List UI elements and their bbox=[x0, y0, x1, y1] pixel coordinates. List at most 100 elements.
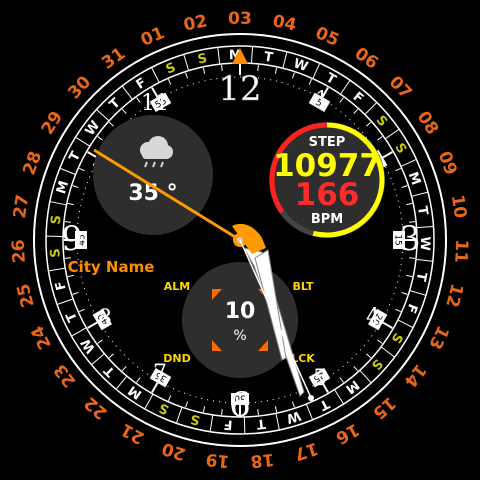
date-number: 09 bbox=[434, 149, 461, 178]
minute-tick bbox=[406, 274, 413, 278]
minute-tick bbox=[406, 202, 413, 206]
hour-numeral-6: 6 bbox=[229, 385, 251, 425]
date-number: 04 bbox=[271, 11, 298, 35]
minute-tick bbox=[395, 308, 401, 313]
weekday-divider bbox=[175, 407, 183, 424]
date-number: 25 bbox=[13, 281, 38, 309]
date-number: 05 bbox=[312, 23, 342, 51]
minute-tick bbox=[409, 257, 416, 259]
minute-tick bbox=[366, 353, 372, 359]
date-number: 21 bbox=[118, 419, 148, 448]
minute-marker-label: 35 bbox=[154, 369, 169, 383]
weekday-letter: M bbox=[54, 179, 72, 196]
minute-tick bbox=[401, 185, 408, 188]
minute-tick bbox=[79, 308, 85, 313]
date-number: 02 bbox=[182, 11, 209, 35]
minute-marker-label: 15 bbox=[393, 234, 403, 245]
hour-numeral-9: 9 bbox=[61, 219, 83, 259]
weekday-divider bbox=[340, 79, 351, 95]
minute-tick bbox=[401, 292, 408, 295]
minute-marker-label: 25 bbox=[311, 369, 326, 383]
step-label: STEP bbox=[309, 135, 346, 150]
date-number: 27 bbox=[10, 193, 33, 219]
date-number: 01 bbox=[138, 23, 168, 51]
minute-tick bbox=[72, 292, 79, 295]
weekday-divider bbox=[115, 375, 128, 390]
alm-label[interactable]: ALM bbox=[164, 280, 190, 293]
weekday-divider bbox=[312, 62, 321, 79]
minute-marker-label: 30 bbox=[234, 393, 246, 403]
second-hand bbox=[239, 239, 313, 401]
minute-tick bbox=[72, 185, 79, 188]
hour-numeral-4: 4 bbox=[366, 305, 380, 330]
minute-marker-label: 45 bbox=[78, 234, 88, 245]
weekday-divider bbox=[59, 167, 76, 175]
weekday-divider bbox=[282, 51, 288, 69]
weekday-divider bbox=[364, 102, 378, 115]
alarm-arrow-icon bbox=[212, 289, 222, 300]
dnd-arrow-icon bbox=[212, 340, 222, 351]
date-number: 18 bbox=[250, 449, 276, 471]
minute-marker-box bbox=[149, 92, 172, 112]
minute-tick bbox=[185, 72, 188, 79]
minute-tick bbox=[308, 79, 313, 85]
minute-tick bbox=[67, 274, 74, 278]
minute-tick bbox=[108, 353, 114, 359]
hour-numeral-12: 12 bbox=[218, 69, 261, 109]
battery-value: 10 bbox=[225, 299, 256, 324]
hour-numeral-8: 8 bbox=[98, 306, 112, 331]
minute-tick bbox=[257, 409, 259, 416]
date-number: 19 bbox=[205, 449, 231, 471]
hour-numeral-5: 5 bbox=[313, 366, 327, 391]
minute-tick bbox=[221, 64, 223, 71]
weekday-letter: T bbox=[101, 362, 118, 379]
weekday-divider bbox=[275, 413, 280, 431]
second-hand-tip bbox=[308, 395, 314, 401]
weekday-letter: M bbox=[405, 170, 423, 187]
weekday-divider bbox=[144, 393, 154, 410]
health-subdial-bg bbox=[269, 122, 385, 238]
minute-tick bbox=[87, 151, 98, 159]
city-name: City Name bbox=[68, 258, 155, 276]
weekday-divider bbox=[96, 109, 110, 122]
minute-tick bbox=[167, 395, 172, 401]
hour-numeral-11: 11 bbox=[141, 91, 169, 116]
minute-tick bbox=[121, 366, 127, 372]
minute-tick bbox=[353, 366, 359, 372]
weekday-letter: S bbox=[49, 214, 65, 225]
lck-label[interactable]: LCK bbox=[291, 352, 315, 365]
weekday-letter: T bbox=[256, 415, 267, 431]
weekday-letter: W bbox=[284, 407, 302, 426]
step-progress-arc bbox=[312, 122, 385, 238]
twelve-triangle-marker bbox=[232, 48, 248, 64]
minute-tick bbox=[79, 167, 85, 172]
weather-complication[interactable]: 35 ° bbox=[93, 115, 213, 235]
minute-tick bbox=[151, 87, 159, 98]
weekday-letter: S bbox=[368, 356, 385, 373]
bpm-value: 166 bbox=[295, 177, 360, 213]
minute-tick bbox=[97, 339, 103, 344]
blt-label[interactable]: BLT bbox=[292, 280, 314, 293]
weekday-letter: S bbox=[189, 411, 202, 428]
weekday-divider bbox=[91, 353, 105, 366]
minute-tick bbox=[185, 401, 188, 408]
minute-marker-box bbox=[368, 308, 388, 331]
weekday-divider bbox=[183, 54, 190, 71]
weekday-divider bbox=[75, 136, 91, 147]
dnd-label[interactable]: DND bbox=[163, 352, 190, 365]
minute-tick bbox=[67, 202, 74, 206]
weekday-divider bbox=[380, 346, 395, 358]
weekday-letter: T bbox=[107, 96, 124, 113]
weekday-divider bbox=[209, 414, 214, 432]
minute-marker-box bbox=[92, 308, 112, 331]
weekday-divider bbox=[121, 85, 133, 100]
minute-marker-label: 5 bbox=[314, 98, 324, 110]
weekday-divider bbox=[409, 290, 427, 296]
minute-tick bbox=[97, 136, 103, 141]
health-complication[interactable]: STEP 10977 166 BPM bbox=[269, 122, 385, 238]
minute-tick bbox=[395, 167, 401, 172]
step-count: 10977 bbox=[273, 148, 381, 184]
minute-tick bbox=[221, 409, 223, 416]
weekday-ring-outer bbox=[45, 45, 435, 435]
